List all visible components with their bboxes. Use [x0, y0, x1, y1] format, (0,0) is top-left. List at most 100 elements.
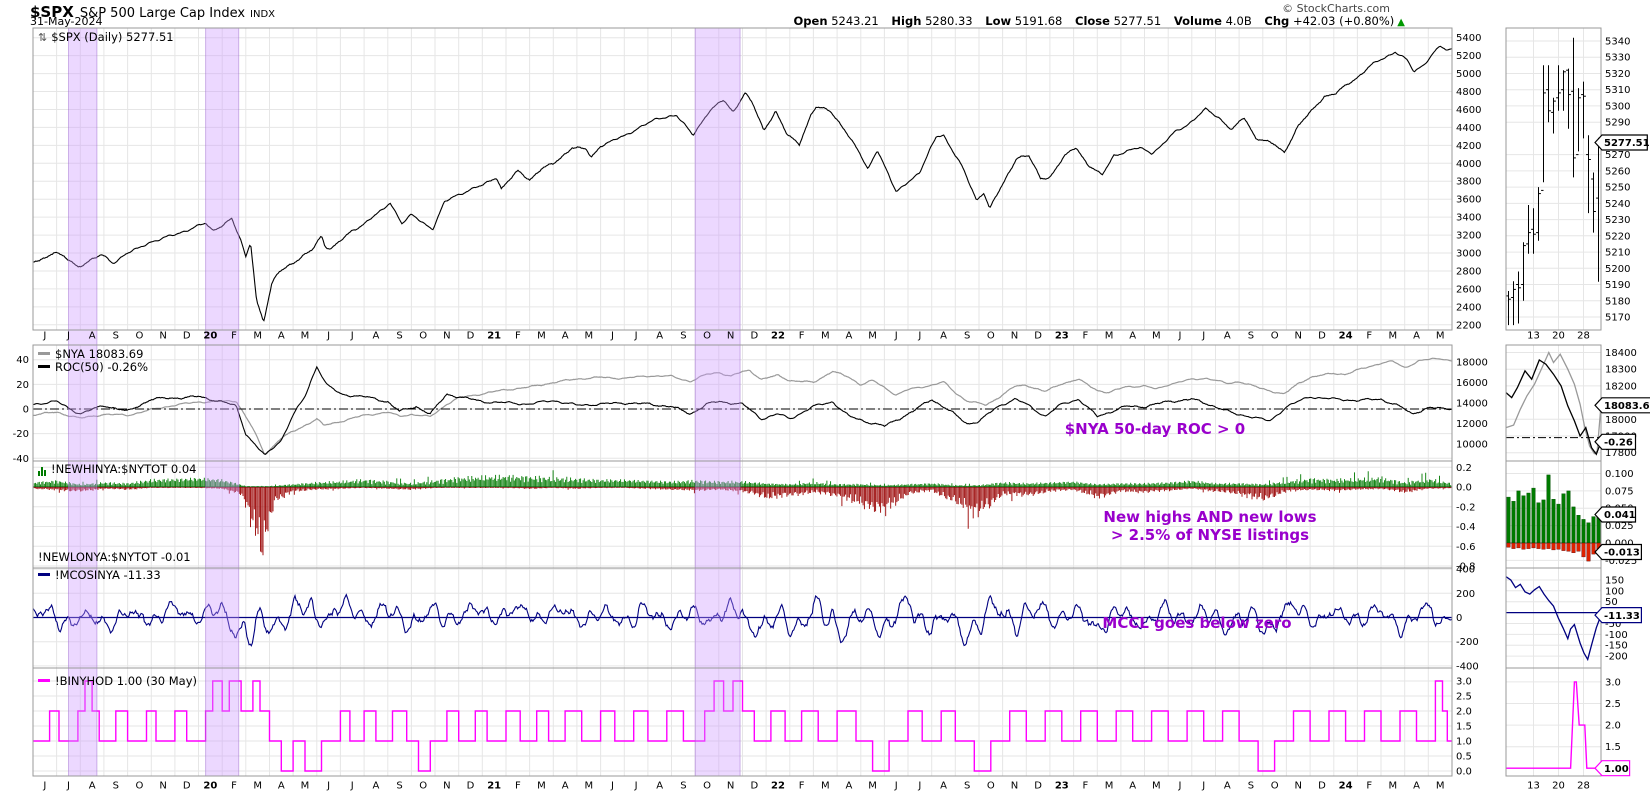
svg-text:D: D: [467, 331, 475, 342]
nya-line-swatch: [38, 352, 50, 355]
svg-text:20: 20: [1552, 781, 1565, 792]
svg-text:40: 40: [16, 355, 29, 366]
svg-text:2.5: 2.5: [1605, 699, 1621, 710]
svg-text:20: 20: [16, 380, 29, 391]
svg-text:3000: 3000: [1456, 249, 1481, 260]
svg-text:O: O: [987, 781, 995, 792]
svg-text:F: F: [1083, 781, 1089, 792]
svg-text:M: M: [537, 331, 546, 342]
up-triangle-icon: ▲: [1397, 17, 1405, 28]
binary-indicator-panel: [33, 680, 1452, 772]
svg-text:J: J: [1178, 331, 1182, 342]
legend-newlo-label: !NEWLONYA:$NYTOT -0.01: [38, 550, 191, 564]
svg-text:M: M: [253, 331, 262, 342]
svg-text:J: J: [42, 781, 46, 792]
svg-text:0.0: 0.0: [1456, 483, 1472, 494]
svg-text:18400: 18400: [1605, 348, 1637, 359]
svg-text:5170: 5170: [1605, 313, 1630, 324]
svg-text:M: M: [1152, 781, 1161, 792]
svg-text:S: S: [1248, 331, 1254, 342]
svg-text:A: A: [1129, 781, 1136, 792]
legend-nya-label: $NYA 18083.69: [55, 347, 144, 361]
svg-text:O: O: [703, 781, 711, 792]
svg-text:2800: 2800: [1456, 266, 1481, 277]
svg-text:M: M: [1389, 781, 1398, 792]
annotation-nhnl-line2: > 2.5% of NYSE listings: [1110, 526, 1310, 544]
svg-text:4800: 4800: [1456, 87, 1481, 98]
svg-text:28: 28: [1577, 781, 1590, 792]
volume-value: 4.0B: [1225, 14, 1252, 28]
svg-text:5000: 5000: [1456, 69, 1481, 80]
legend-nya: $NYA 18083.69: [38, 347, 143, 361]
svg-text:M: M: [821, 781, 830, 792]
legend-biny-label: !BINYHOD 1.00 (30 May): [55, 674, 198, 688]
svg-text:24: 24: [1339, 781, 1353, 792]
svg-text:N: N: [159, 781, 166, 792]
svg-text:A: A: [940, 331, 947, 342]
svg-text:5310: 5310: [1605, 85, 1630, 96]
svg-text:-0.013: -0.013: [1604, 548, 1640, 559]
svg-text:-0.4: -0.4: [1456, 522, 1476, 533]
high-value: 5280.33: [925, 14, 973, 28]
svg-text:M: M: [868, 331, 877, 342]
legend-roc: ROC(50) -0.26%: [38, 360, 148, 374]
svg-text:F: F: [799, 781, 805, 792]
svg-text:-150: -150: [1605, 641, 1628, 652]
svg-text:M: M: [1436, 781, 1445, 792]
svg-text:D: D: [183, 331, 191, 342]
annotation-nhnl-line1: New highs AND new lows: [1103, 508, 1317, 526]
svg-text:A: A: [940, 781, 947, 792]
svg-text:0.075: 0.075: [1605, 486, 1634, 497]
svg-text:J: J: [917, 781, 921, 792]
open-label: Open: [793, 14, 828, 28]
svg-text:150: 150: [1605, 575, 1624, 586]
svg-text:D: D: [1318, 331, 1326, 342]
svg-text:J: J: [1178, 781, 1182, 792]
svg-text:M: M: [1436, 331, 1445, 342]
svg-text:O: O: [1271, 781, 1279, 792]
close-label: Close: [1075, 14, 1110, 28]
quote-bar: Open 5243.21 High 5280.33 Low 5191.68 Cl…: [690, 14, 1405, 28]
annotation-mccl: MCCL goes below zero: [1102, 614, 1292, 632]
biny-line-swatch: [38, 679, 50, 682]
svg-text:5200: 5200: [1605, 264, 1630, 275]
axis-tick-labels: 5400520050004800460044004200400038003600…: [13, 33, 1638, 777]
svg-text:-0.6: -0.6: [1456, 542, 1476, 553]
svg-text:S: S: [680, 331, 686, 342]
svg-text:F: F: [1366, 781, 1372, 792]
svg-text:0.041: 0.041: [1604, 510, 1636, 521]
svg-text:M: M: [584, 331, 593, 342]
svg-text:13: 13: [1527, 331, 1540, 342]
svg-text:-0.8: -0.8: [1456, 562, 1476, 573]
svg-text:S: S: [396, 331, 402, 342]
svg-text:J: J: [1201, 781, 1205, 792]
annotation-nhnl: New highs AND new lows > 2.5% of NYSE li…: [1055, 508, 1365, 544]
svg-text:5340: 5340: [1605, 36, 1630, 47]
svg-text:0.5: 0.5: [1456, 752, 1472, 763]
svg-text:A: A: [278, 331, 285, 342]
svg-text:M: M: [1152, 331, 1161, 342]
svg-text:5230: 5230: [1605, 215, 1630, 226]
svg-text:J: J: [634, 781, 638, 792]
low-label: Low: [985, 14, 1012, 28]
svg-text:N: N: [727, 331, 734, 342]
svg-text:A: A: [1224, 781, 1231, 792]
svg-text:A: A: [562, 331, 569, 342]
svg-text:-200: -200: [1456, 637, 1479, 648]
legend-roc-label: ROC(50) -0.26%: [55, 360, 149, 374]
chg-label: Chg: [1264, 14, 1290, 28]
svg-text:A: A: [373, 331, 380, 342]
svg-text:M: M: [1105, 331, 1114, 342]
svg-text:F: F: [1366, 331, 1372, 342]
mcclellan-panel: [32, 593, 1453, 647]
svg-text:5290: 5290: [1605, 118, 1630, 129]
svg-text:S: S: [396, 781, 402, 792]
svg-text:5320: 5320: [1605, 69, 1630, 80]
svg-text:-0.025: -0.025: [1605, 556, 1637, 567]
svg-text:N: N: [443, 781, 450, 792]
svg-text:N: N: [1011, 331, 1018, 342]
svg-text:A: A: [89, 331, 96, 342]
svg-text:14000: 14000: [1456, 399, 1488, 410]
svg-text:10000: 10000: [1456, 440, 1488, 451]
